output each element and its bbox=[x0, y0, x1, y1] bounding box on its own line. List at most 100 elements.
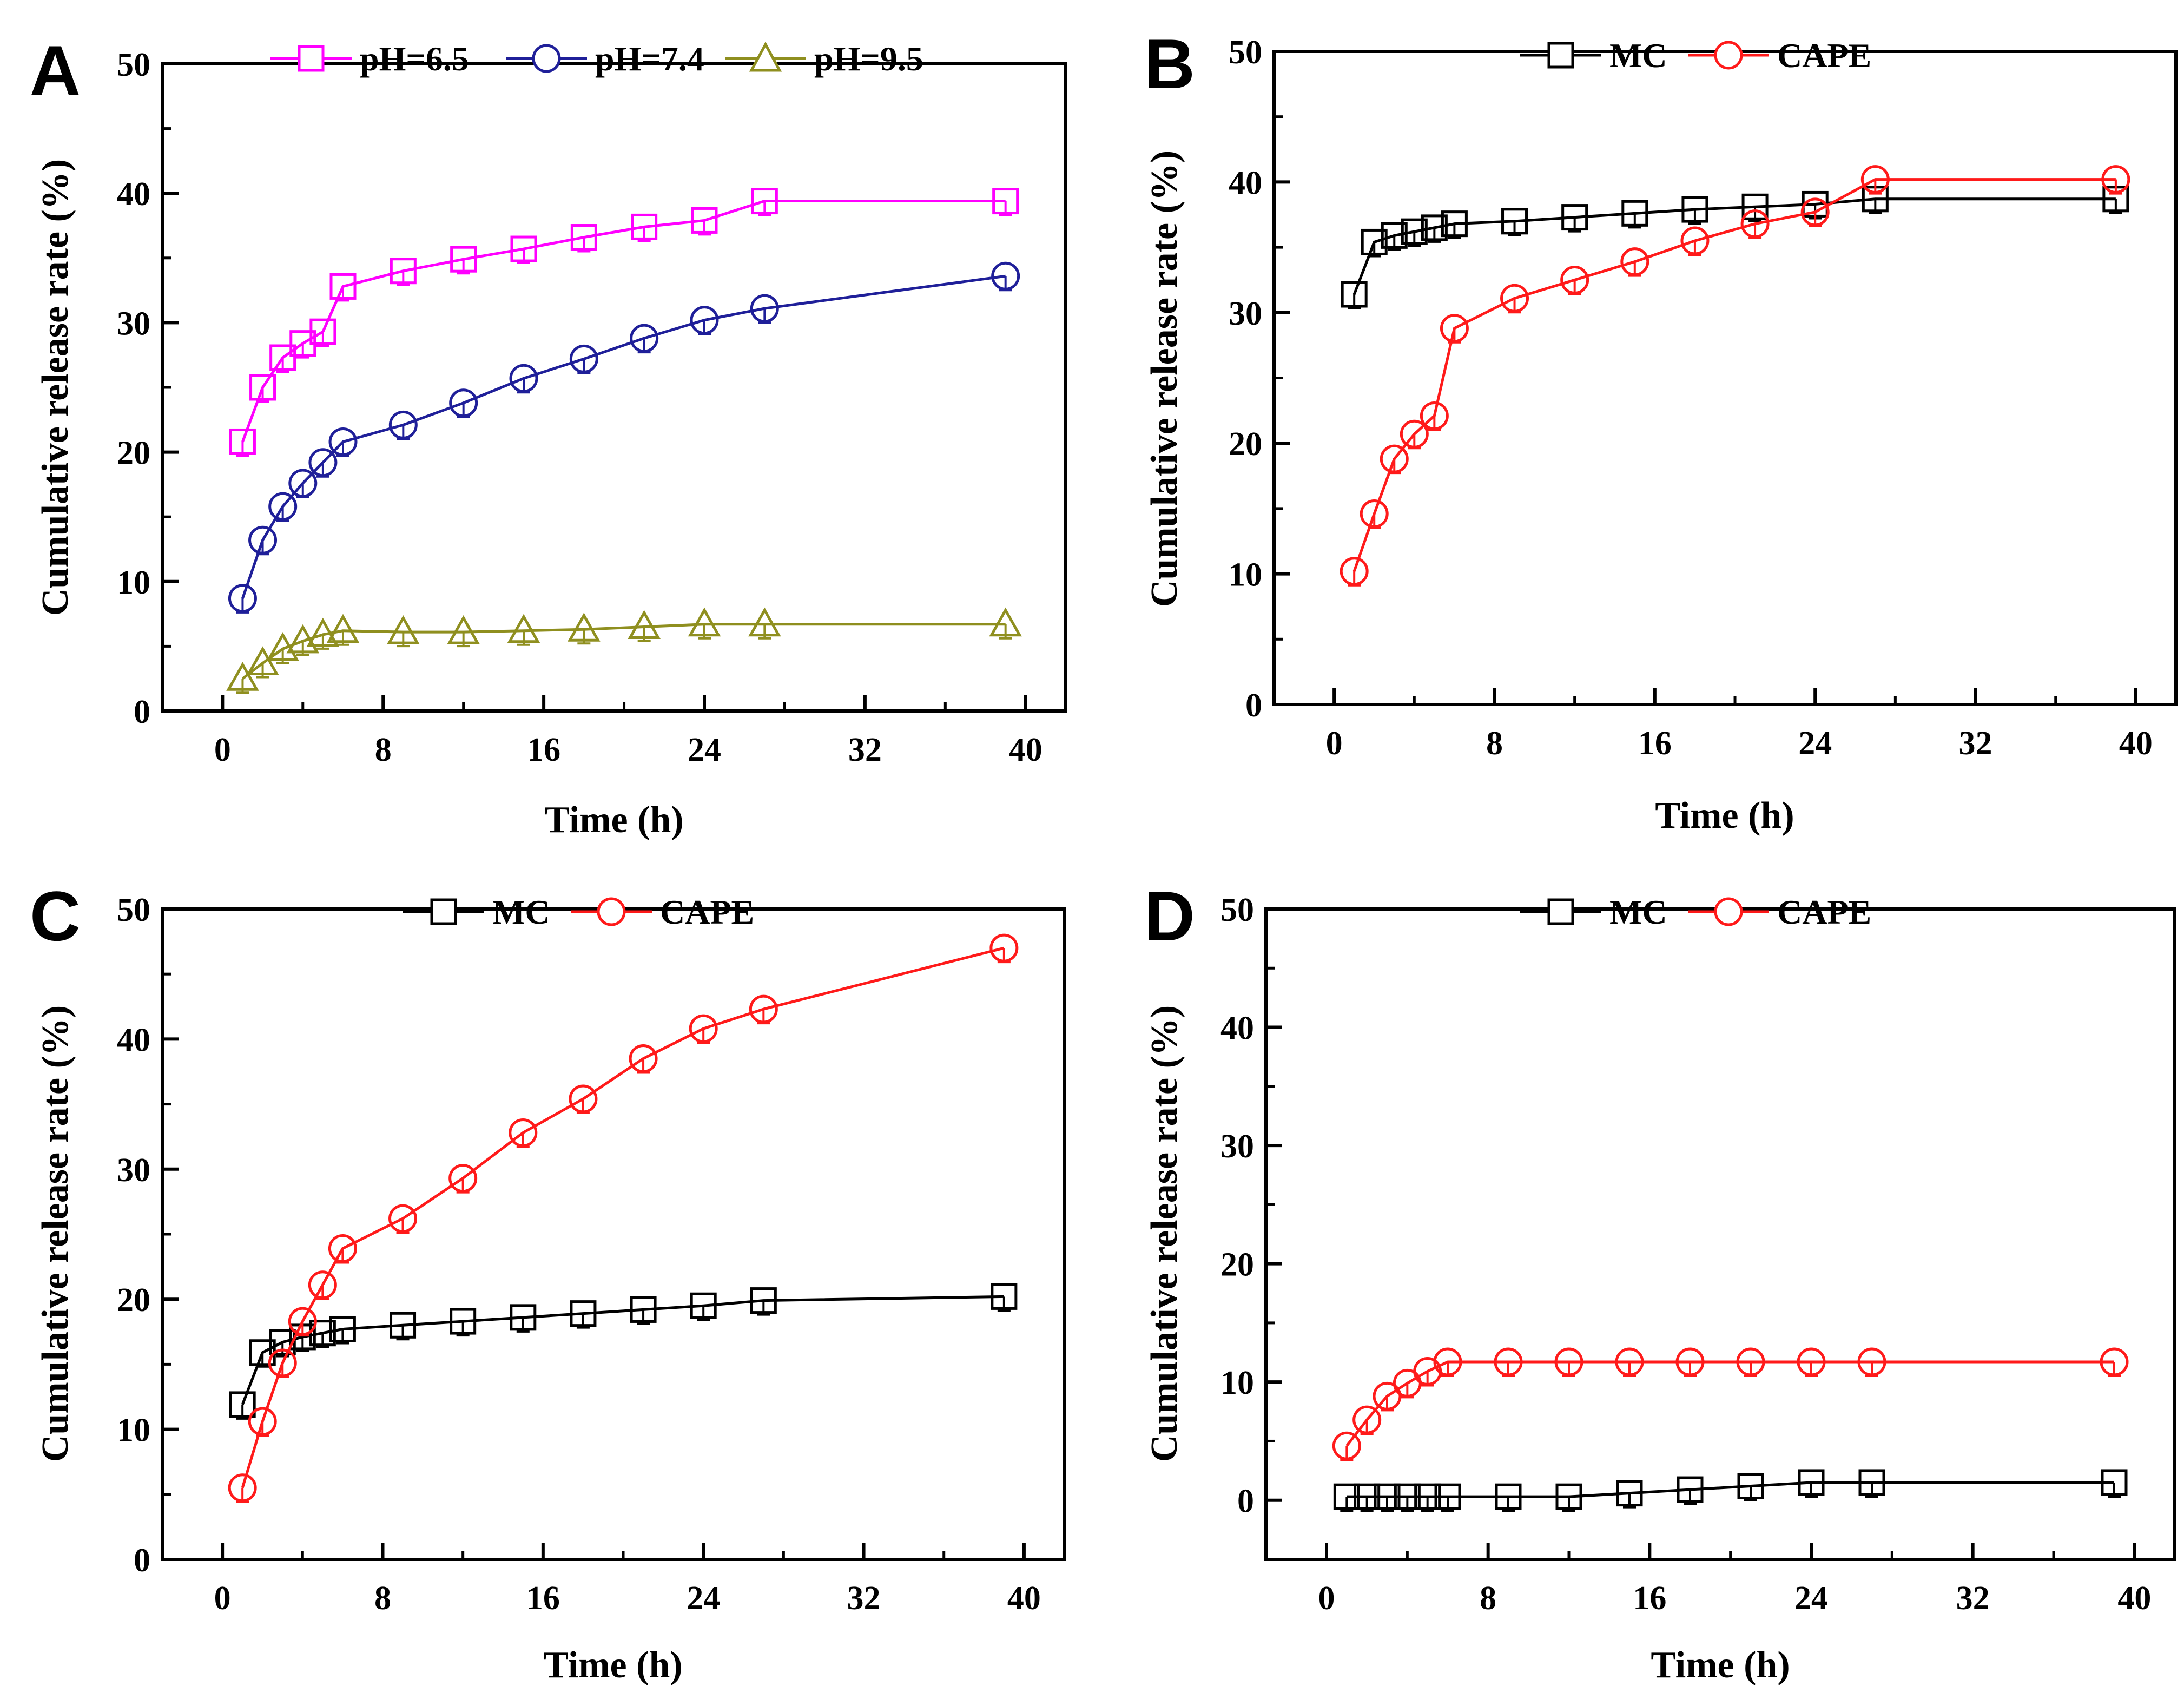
legend-marker bbox=[1714, 897, 1743, 926]
series-line bbox=[241, 1295, 1004, 1405]
data-point bbox=[630, 324, 659, 353]
data-point bbox=[1380, 444, 1409, 473]
y-tick-label: 30 bbox=[117, 1152, 150, 1189]
legend: MC CAPE bbox=[1520, 36, 1871, 75]
x-tick-label: 24 bbox=[687, 1580, 720, 1617]
data-point bbox=[1414, 1483, 1441, 1510]
data-point bbox=[1620, 247, 1649, 276]
data-point bbox=[329, 1315, 356, 1342]
data-point bbox=[388, 1204, 418, 1233]
x-tick-label: 0 bbox=[214, 732, 231, 768]
data-point bbox=[751, 188, 778, 215]
y-tick-label: 10 bbox=[117, 564, 150, 601]
x-tick-label: 32 bbox=[847, 1580, 881, 1617]
y-tick-label: 50 bbox=[117, 892, 150, 928]
x-tick-label: 0 bbox=[1326, 725, 1343, 762]
data-point bbox=[750, 1287, 777, 1314]
data-point bbox=[226, 662, 259, 691]
legend-label: MC bbox=[1609, 36, 1667, 75]
x-tick-label: 40 bbox=[1007, 1580, 1041, 1617]
x-tick-label: 24 bbox=[1798, 725, 1832, 762]
y-tick-label: 30 bbox=[117, 305, 150, 342]
data-point bbox=[1560, 265, 1589, 294]
data-point bbox=[509, 364, 538, 393]
data-point bbox=[450, 1308, 477, 1335]
y-tick-label: 20 bbox=[1229, 426, 1262, 463]
legend: MC CAPE bbox=[1520, 893, 1871, 931]
data-point bbox=[689, 1014, 718, 1043]
x-tick-label: 40 bbox=[1009, 732, 1042, 768]
x-tick-label: 16 bbox=[1633, 1580, 1666, 1617]
x-tick-label: 24 bbox=[1794, 1580, 1828, 1617]
data-point bbox=[1333, 1483, 1360, 1510]
x-tick-label: 32 bbox=[1959, 725, 1992, 762]
data-point bbox=[228, 584, 257, 613]
series-line bbox=[1352, 178, 2116, 572]
x-axis-label: Time (h) bbox=[544, 799, 683, 841]
data-point bbox=[569, 344, 598, 373]
data-point bbox=[1361, 228, 1388, 255]
legend: MC CAPE bbox=[403, 893, 754, 931]
x-tick-label: 16 bbox=[527, 732, 560, 768]
data-point bbox=[629, 1044, 658, 1073]
data-point bbox=[248, 1407, 277, 1436]
y-tick-label: 20 bbox=[117, 1282, 150, 1319]
x-tick-label: 40 bbox=[2117, 1580, 2151, 1617]
x-tick-label: 8 bbox=[375, 732, 392, 768]
data-point bbox=[1381, 222, 1408, 249]
data-point bbox=[387, 615, 420, 644]
data-point bbox=[266, 632, 299, 661]
panel-c: C 0 8 16 24 32 40 0 10 20 30 40 50 MC CAPE Time (h)… bbox=[30, 877, 1066, 1686]
x-axis-label: Time (h) bbox=[1655, 795, 1794, 836]
data-point bbox=[1400, 419, 1429, 449]
panel-d: D 0 8 16 24 32 40 0 10 20 30 40 50 MC CAPE Time (h)… bbox=[1144, 877, 2176, 1686]
y-tick-label: 10 bbox=[1220, 1365, 1254, 1401]
data-point bbox=[447, 615, 480, 644]
data-point bbox=[229, 428, 256, 455]
series-layer bbox=[226, 188, 1022, 694]
panel-label-b: B bbox=[1144, 24, 1195, 103]
series-line bbox=[241, 623, 1006, 680]
data-point bbox=[1798, 1469, 1825, 1496]
y-tick-label: 50 bbox=[117, 47, 150, 83]
axis-ticks: 0 8 16 24 32 40 0 10 20 30 40 50 bbox=[1229, 34, 2153, 762]
data-point bbox=[329, 273, 357, 300]
y-axis-label: Cumulative release rate (%) bbox=[1144, 1005, 1185, 1462]
legend-marker bbox=[1547, 42, 1574, 69]
data-point bbox=[448, 1164, 478, 1193]
data-point bbox=[1340, 557, 1369, 586]
data-point bbox=[1797, 1347, 1826, 1376]
data-point bbox=[1615, 1347, 1644, 1376]
data-point bbox=[1736, 1347, 1765, 1376]
data-point bbox=[1858, 1469, 1885, 1496]
data-point bbox=[1332, 1431, 1361, 1460]
series-line bbox=[1347, 1481, 2114, 1498]
data-point bbox=[1341, 281, 1368, 308]
data-point bbox=[229, 1391, 256, 1418]
y-tick-label: 0 bbox=[134, 1542, 150, 1579]
x-tick-label: 8 bbox=[1480, 1580, 1496, 1617]
legend-marker bbox=[298, 45, 325, 72]
y-tick-label: 40 bbox=[1220, 1010, 1254, 1047]
legend-marker bbox=[1714, 41, 1743, 70]
y-tick-label: 0 bbox=[1237, 1483, 1254, 1520]
data-point bbox=[2100, 1347, 2129, 1376]
data-point bbox=[1554, 1347, 1583, 1376]
x-tick-label: 8 bbox=[1486, 725, 1503, 762]
data-point bbox=[326, 614, 360, 643]
axis-ticks: 0 8 16 24 32 40 0 10 20 30 40 50 bbox=[117, 892, 1041, 1617]
data-point bbox=[1681, 196, 1708, 223]
legend-label: CAPE bbox=[660, 893, 754, 931]
x-tick-label: 16 bbox=[526, 1580, 560, 1617]
data-point bbox=[388, 410, 418, 439]
data-point bbox=[1740, 209, 1770, 239]
legend: pH=6.5 pH=7.4 pH=9.5 bbox=[270, 39, 923, 78]
data-point bbox=[690, 306, 719, 335]
data-point bbox=[1737, 1473, 1764, 1500]
legend-label: pH=7.4 bbox=[595, 39, 704, 78]
data-point bbox=[328, 1234, 357, 1263]
data-point bbox=[989, 607, 1022, 637]
data-point bbox=[450, 246, 477, 273]
data-point bbox=[288, 1307, 317, 1336]
panel-label-d: D bbox=[1144, 877, 1195, 956]
